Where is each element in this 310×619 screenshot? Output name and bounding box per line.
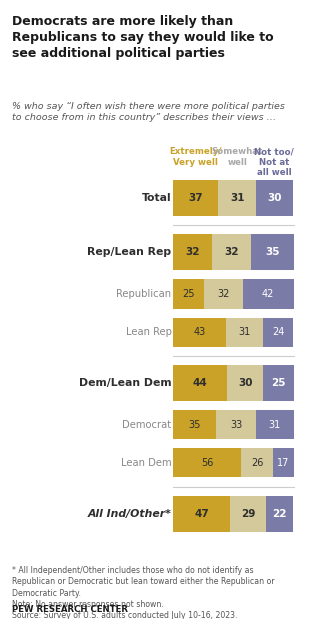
Text: 25: 25 [182, 289, 195, 299]
Text: Republican: Republican [116, 289, 171, 299]
Bar [173, 235, 212, 271]
Text: 37: 37 [188, 193, 203, 203]
Text: Rep/Lean Rep: Rep/Lean Rep [87, 248, 171, 258]
Text: Dem/Lean Dem: Dem/Lean Dem [79, 378, 171, 388]
Text: 56: 56 [201, 458, 214, 468]
Text: 31: 31 [269, 420, 281, 430]
Bar [266, 496, 293, 532]
Text: Extremely/
Very well: Extremely/ Very well [170, 147, 222, 167]
Bar [173, 496, 230, 532]
Bar [263, 365, 294, 401]
Text: All Ind/Other*: All Ind/Other* [87, 509, 171, 519]
Text: 31: 31 [230, 193, 244, 203]
Text: Somewhat
well: Somewhat well [211, 147, 263, 167]
Bar [173, 410, 216, 439]
Text: 26: 26 [251, 458, 264, 468]
Bar [216, 410, 256, 439]
Bar [204, 279, 243, 309]
Text: Democrat: Democrat [122, 420, 171, 430]
Bar [173, 365, 227, 401]
Text: 42: 42 [262, 289, 274, 299]
Text: 25: 25 [271, 378, 286, 388]
Bar [230, 496, 266, 532]
Bar [251, 235, 294, 271]
Text: % who say “I often wish there were more political parties
to choose from in this: % who say “I often wish there were more … [12, 102, 285, 122]
Text: 33: 33 [230, 420, 242, 430]
Text: 32: 32 [185, 248, 200, 258]
Text: Democrats are more likely than
Republicans to say they would like to
see additio: Democrats are more likely than Republica… [12, 15, 274, 61]
Text: 17: 17 [277, 458, 290, 468]
Bar [173, 279, 204, 309]
Text: 35: 35 [188, 420, 201, 430]
Bar [212, 235, 251, 271]
Bar [218, 180, 256, 216]
Text: Total: Total [142, 193, 171, 203]
Text: 47: 47 [194, 509, 209, 519]
Text: 32: 32 [224, 248, 239, 258]
Text: * All Independent/Other includes those who do not identify as
Republican or Demo: * All Independent/Other includes those w… [12, 566, 275, 619]
Text: 35: 35 [265, 248, 280, 258]
Bar [173, 318, 226, 347]
Text: 30: 30 [238, 378, 252, 388]
Text: 44: 44 [193, 378, 207, 388]
Text: 24: 24 [272, 327, 284, 337]
Text: 22: 22 [272, 509, 286, 519]
Bar [256, 180, 293, 216]
Bar [243, 279, 294, 309]
Bar [241, 448, 273, 477]
Text: 30: 30 [267, 193, 281, 203]
Bar [227, 365, 263, 401]
Bar [273, 448, 294, 477]
Text: PEW RESEARCH CENTER: PEW RESEARCH CENTER [12, 605, 128, 615]
Bar [173, 180, 218, 216]
Text: 29: 29 [241, 509, 255, 519]
Text: Lean Rep: Lean Rep [126, 327, 171, 337]
Bar [256, 410, 294, 439]
Bar [263, 318, 293, 347]
Text: 31: 31 [238, 327, 250, 337]
Text: 43: 43 [193, 327, 206, 337]
Text: Lean Dem: Lean Dem [121, 458, 171, 468]
Bar [226, 318, 263, 347]
Text: 32: 32 [217, 289, 229, 299]
Bar [173, 448, 241, 477]
Text: Not too/
Not at
all well: Not too/ Not at all well [255, 147, 294, 177]
